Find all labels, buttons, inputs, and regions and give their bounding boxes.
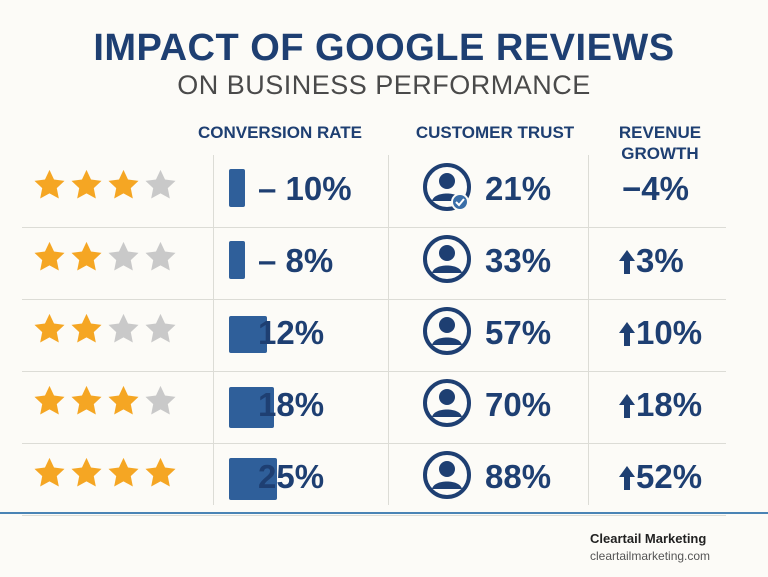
column-divider <box>588 155 589 505</box>
conversion-bar <box>229 387 274 428</box>
revenue-growth-value: 18% <box>636 386 703 423</box>
customer-trust-value: 57% <box>485 314 552 351</box>
star-icon <box>34 385 65 415</box>
star-icon <box>145 385 176 415</box>
star-icon <box>145 169 176 199</box>
conversion-value: 18% <box>258 386 325 423</box>
conversion-bar <box>229 169 245 207</box>
table-row: – 10% 21% −4% <box>22 155 726 228</box>
revenue-growth-value: 52% <box>636 458 703 495</box>
star-icon <box>108 457 139 487</box>
customer-trust-value: 70% <box>485 386 552 423</box>
conversion-bar <box>229 458 277 500</box>
up-arrow-icon <box>619 250 635 274</box>
star-icon <box>71 169 102 199</box>
customer-trust-value: 21% <box>485 170 552 207</box>
brand-url: cleartailmarketing.com <box>590 549 711 563</box>
page-title: IMPACT OF GOOGLE REVIEWS <box>93 27 675 69</box>
star-icon <box>34 169 65 199</box>
revenue-growth-value: 10% <box>636 314 703 351</box>
star-icon <box>34 241 65 271</box>
star-icon <box>145 241 176 271</box>
up-arrow-icon <box>619 322 635 346</box>
star-icon <box>145 457 176 487</box>
header-customer-trust: CUSTOMER TRUST <box>415 123 575 142</box>
star-rating <box>32 167 178 202</box>
customer-icon <box>423 307 471 355</box>
star-rating <box>32 311 178 346</box>
customer-trust-value: 88% <box>485 458 552 495</box>
column-divider <box>388 155 389 505</box>
star-icon <box>34 457 65 487</box>
customer-trust-value: 33% <box>485 242 552 279</box>
revenue-growth-value: −4% <box>622 170 689 207</box>
page-subtitle: ON BUSINESS PERFORMANCE <box>177 70 591 100</box>
conversion-value: 25% <box>258 458 325 495</box>
customer-icon <box>423 163 471 211</box>
star-icon <box>71 385 102 415</box>
up-arrow-icon <box>619 394 635 418</box>
up-arrow-icon <box>619 466 635 490</box>
table-row: 25% 88% 52% <box>22 443 726 516</box>
customer-icon <box>423 379 471 427</box>
star-icon <box>71 241 102 271</box>
customer-icon <box>423 235 471 283</box>
footer-divider <box>0 512 768 514</box>
conversion-value: – 8% <box>258 242 334 279</box>
table-row: 12% 57% 10% <box>22 299 726 372</box>
star-icon <box>108 169 139 199</box>
column-divider <box>213 155 214 505</box>
conversion-value: 12% <box>258 314 325 351</box>
star-icon <box>71 313 102 343</box>
header-conversion-rate: CONVERSION RATE <box>197 123 363 142</box>
conversion-value: – 10% <box>258 170 352 207</box>
conversion-bar <box>229 241 245 279</box>
table-row: 18% 70% 18% <box>22 371 726 444</box>
star-icon <box>108 241 139 271</box>
brand-name: Cleartail Marketing <box>590 531 707 546</box>
star-icon <box>71 457 102 487</box>
header-revenue-growth: REVENUE GROWTH <box>618 123 702 163</box>
star-icon <box>108 385 139 415</box>
table-row: – 8% 33% 3% <box>22 227 726 300</box>
star-icon <box>145 313 176 343</box>
star-rating <box>32 239 178 274</box>
star-rating <box>32 383 178 418</box>
star-icon <box>34 313 65 343</box>
star-icon <box>108 313 139 343</box>
customer-icon <box>423 451 471 499</box>
revenue-growth-value: 3% <box>636 242 684 279</box>
conversion-bar <box>229 316 267 353</box>
star-rating <box>32 455 178 490</box>
